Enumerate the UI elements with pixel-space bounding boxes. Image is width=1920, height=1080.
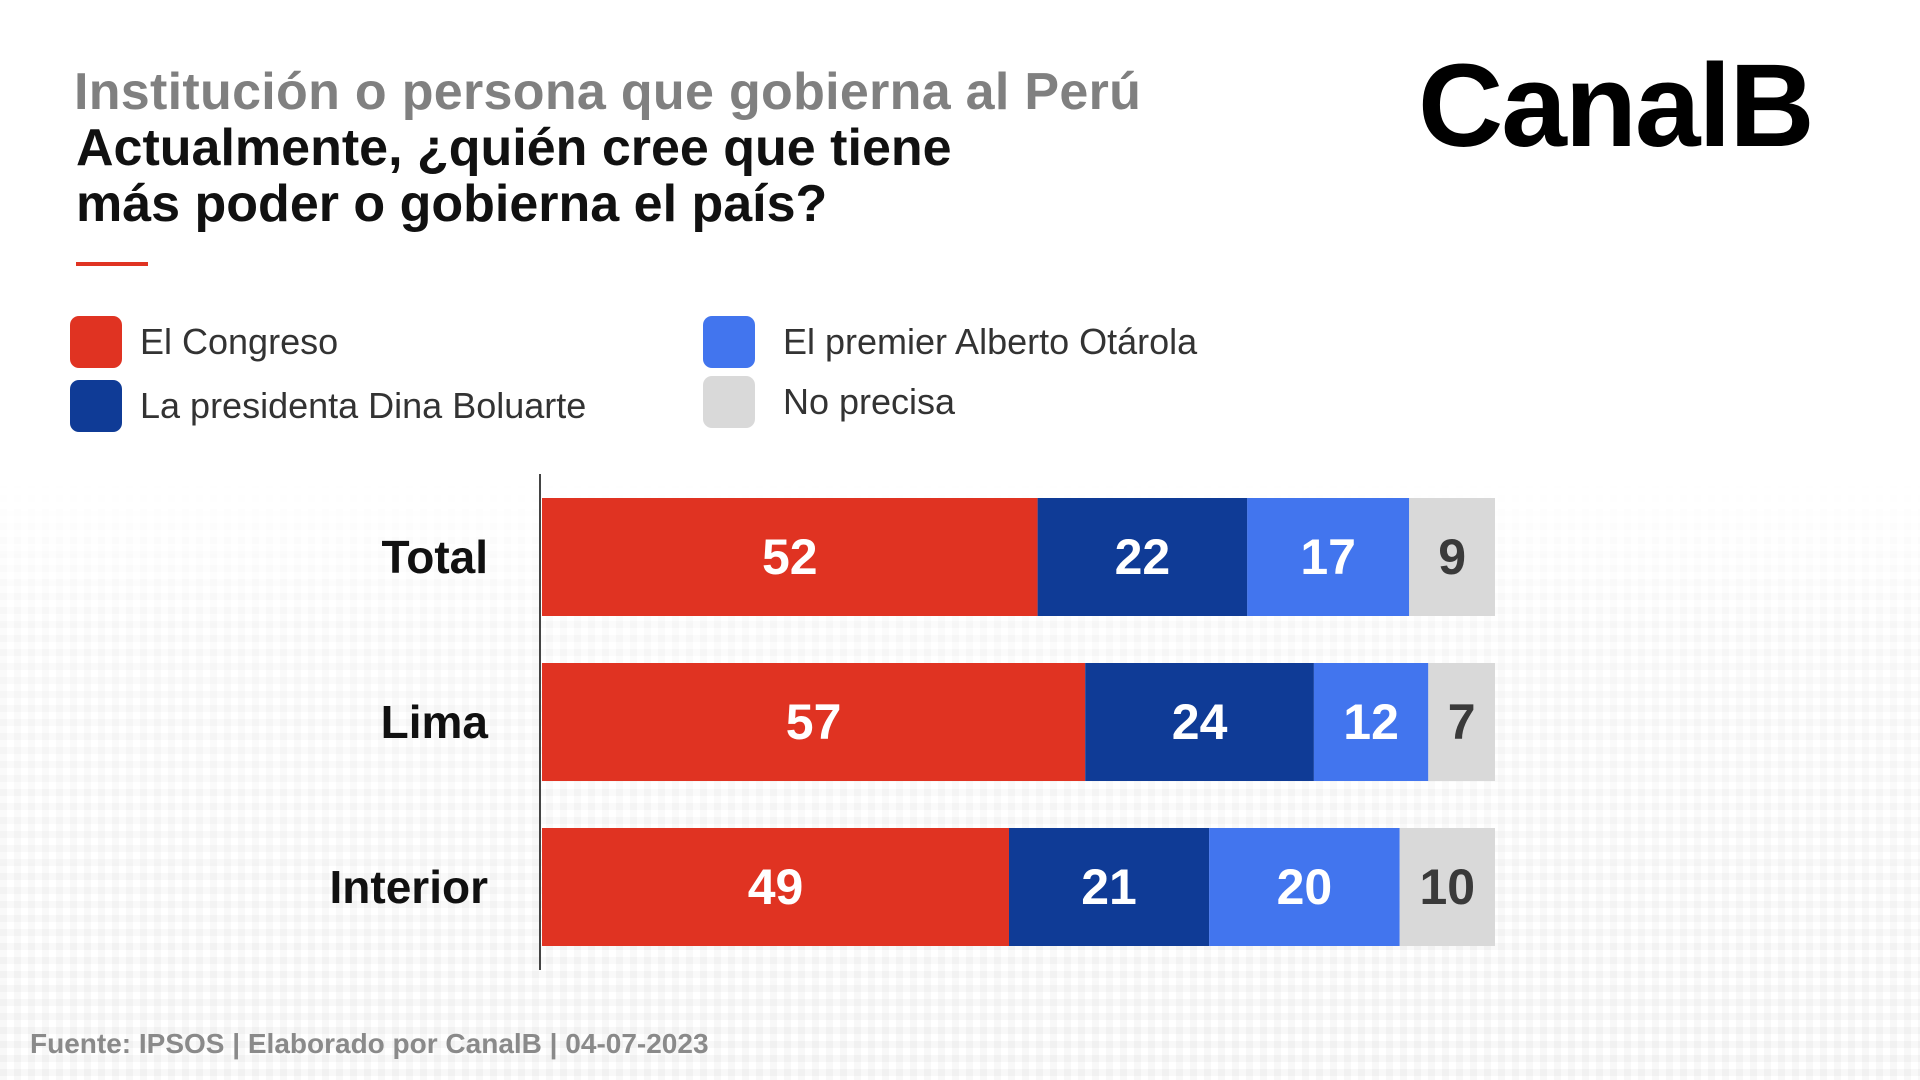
bar-interior-la-presidenta-dina-boluarte [1009, 828, 1210, 946]
legend-swatch-no-precisa [703, 376, 755, 428]
category-label-interior: Interior [330, 861, 489, 913]
bar-interior-el-congreso [542, 828, 1009, 946]
chart-title: Institución o persona que gobierna al Pe… [74, 63, 1142, 121]
legend-swatch-congreso [70, 316, 122, 368]
data-label-lima-el-congreso: 57 [786, 694, 842, 750]
data-label-interior-no-precisa: 10 [1419, 859, 1475, 915]
legend-item-no-precisa: No precisa [703, 376, 955, 428]
accent-rule [76, 262, 148, 266]
category-label-lima: Lima [381, 696, 489, 748]
legend-swatch-premier [703, 316, 755, 368]
subtitle-line-2: más poder o gobierna el país? [76, 175, 828, 233]
bar-total-no-precisa [1409, 498, 1495, 616]
legend-item-premier: El premier Alberto Otárola [703, 316, 1197, 368]
data-label-total-el-premier-alberto-otarola: 17 [1300, 529, 1356, 585]
bar-total-la-presidenta-dina-boluarte [1037, 498, 1248, 616]
legend-swatch-presidenta [70, 380, 122, 432]
chart-subtitle: Actualmente, ¿quién cree que tiene más p… [76, 120, 1176, 232]
bar-lima-el-congreso [542, 663, 1086, 781]
data-label-total-no-precisa: 9 [1438, 529, 1466, 585]
source-note: Fuente: IPSOS | Elaborado por CanalB | 0… [30, 1028, 709, 1059]
data-label-lima-la-presidenta-dina-boluarte: 24 [1172, 694, 1228, 750]
bar-lima-el-premier-alberto-otarola [1313, 663, 1429, 781]
bar-total-el-congreso [542, 498, 1038, 616]
legend-label-no-precisa: No precisa [783, 381, 956, 422]
data-label-interior-la-presidenta-dina-boluarte: 21 [1081, 859, 1137, 915]
bar-lima-no-precisa [1428, 663, 1495, 781]
data-label-total-la-presidenta-dina-boluarte: 22 [1115, 529, 1171, 585]
legend-label-premier: El premier Alberto Otárola [783, 321, 1198, 362]
legend-item-presidenta: La presidenta Dina Boluarte [70, 380, 586, 432]
legend-item-congreso: El Congreso [70, 316, 338, 368]
data-label-lima-no-precisa: 7 [1448, 694, 1476, 750]
chart-svg: Total 52 22 17 9 Lima 57 24 12 7 Interior 49 21 20 10 [330, 474, 1495, 970]
subtitle-line-1: Actualmente, ¿quién cree que tiene [76, 119, 952, 177]
data-label-interior-el-premier-alberto-otarola: 20 [1277, 859, 1333, 915]
legend-label-presidenta: La presidenta Dina Boluarte [140, 385, 587, 426]
bar-interior-el-premier-alberto-otarola [1209, 828, 1400, 946]
bar-lima-la-presidenta-dina-boluarte [1085, 663, 1314, 781]
bar-total-el-premier-alberto-otarola [1247, 498, 1410, 616]
category-label-total: Total [382, 531, 488, 583]
canalb-logo: CanalB [1418, 40, 1815, 172]
legend-label-congreso: El Congreso [140, 321, 339, 362]
data-label-lima-el-premier-alberto-otarola: 12 [1343, 694, 1399, 750]
data-label-interior-el-congreso: 49 [748, 859, 804, 915]
chart-legend: El Congreso La presidenta Dina Boluarte … [70, 316, 1310, 446]
data-label-total-el-congreso: 52 [762, 529, 818, 585]
bar-interior-no-precisa [1399, 828, 1495, 946]
stacked-bar-chart: Total 52 22 17 9 Lima 57 24 12 7 Interior 49 21 20 10 [0, 470, 1920, 980]
